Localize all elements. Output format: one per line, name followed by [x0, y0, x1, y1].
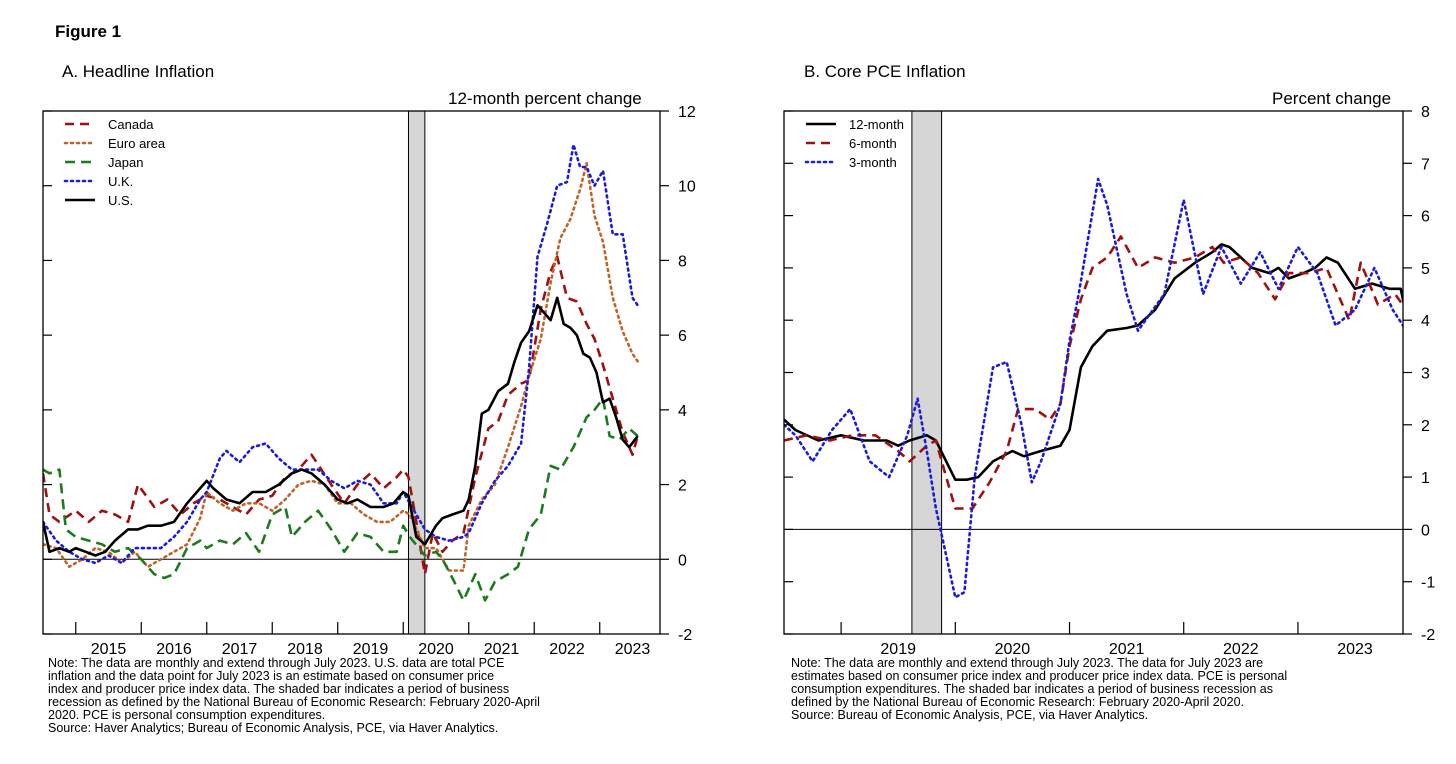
x-tick-label: 2023: [615, 641, 651, 658]
y-tick-label: 1: [1421, 470, 1430, 487]
series-line-uk: [43, 143, 639, 565]
x-tick-label: 2019: [353, 641, 389, 658]
panel-a-frame: [42, 110, 661, 635]
y-tick-label: 0: [1421, 522, 1430, 539]
y-tick-label: 3: [1421, 366, 1430, 383]
y-tick-label: -2: [678, 627, 692, 644]
legend-label-uk: 3-month: [849, 155, 897, 170]
series-line-us: [784, 243, 1403, 481]
x-tick-label: 2017: [222, 641, 258, 658]
panel-a-title: A. Headline Inflation: [62, 62, 215, 81]
y-tick-label: 8: [678, 253, 687, 270]
panel-b-unit-label: Percent change: [1272, 89, 1392, 108]
series-line-us: [43, 296, 639, 557]
legend-label-uk: U.K.: [108, 174, 133, 189]
x-tick-label: 2016: [156, 641, 192, 658]
y-tick-label: 2: [1421, 418, 1430, 435]
x-tick-label: 2022: [1223, 641, 1259, 658]
series-line-euro: [43, 162, 639, 572]
legend-label-euro: Euro area: [108, 136, 166, 151]
y-tick-label: 5: [1421, 261, 1430, 278]
series-line-canada: [784, 235, 1403, 510]
panel-a-recession-bar: [407, 110, 426, 635]
x-tick-label: 2023: [1337, 641, 1373, 658]
x-tick-label: 2015: [91, 641, 127, 658]
x-tick-label: 2019: [880, 641, 916, 658]
y-tick-label: 6: [1421, 209, 1430, 226]
y-tick-label: 0: [678, 552, 687, 569]
panel-b-recession-bar: [911, 110, 943, 635]
y-tick-label: 8: [1421, 104, 1430, 121]
y-tick-label: 10: [678, 179, 696, 196]
panel-b-title: B. Core PCE Inflation: [804, 62, 966, 81]
y-tick-label: 2: [678, 478, 687, 495]
x-tick-label: 2018: [287, 641, 323, 658]
y-tick-label: -2: [1421, 627, 1435, 644]
y-tick-label: 6: [678, 328, 687, 345]
legend-label-us: U.S.: [108, 193, 133, 208]
panel-b-frame: [783, 110, 1404, 635]
y-tick-label: 4: [1421, 313, 1430, 330]
series-line-uk: [784, 177, 1403, 599]
legend-label-japan: Japan: [108, 155, 143, 170]
y-tick-label: -1: [1421, 575, 1435, 592]
legend-label-canada: Canada: [108, 117, 154, 132]
series-line-japan: [43, 397, 639, 602]
panel-b-note: Note: The data are monthly and extend th…: [791, 656, 1288, 722]
x-tick-label: 2021: [1109, 641, 1145, 658]
series-line-canada: [43, 255, 639, 576]
x-tick-label: 2020: [418, 641, 454, 658]
panel-a-plot: -2 0 2 4 6 8 10 12 2015 2016 2017 2018 2019 2020 2021 2…: [42, 104, 696, 658]
x-tick-label: 2020: [995, 641, 1031, 658]
panel-a-unit-label: 12-month percent change: [448, 89, 642, 108]
figure-title: Figure 1: [55, 22, 122, 41]
panel-b-plot: -2 -1 0 1 2 3 4 5 6 7 8 2019 2020 2021 2022 2023 12-mont…: [783, 104, 1435, 658]
y-tick-label: 7: [1421, 156, 1430, 173]
panel-a-series-group: [43, 143, 639, 602]
y-tick-label: 4: [678, 403, 687, 420]
legend-label-us: 12-month: [849, 117, 904, 132]
y-tick-label: 12: [678, 104, 696, 121]
x-tick-label: 2021: [484, 641, 520, 658]
x-tick-label: 2022: [549, 641, 585, 658]
panel-a-note: Note: The data are monthly and extend th…: [48, 656, 540, 735]
legend-label-canada: 6-month: [849, 136, 897, 151]
panel-b-series-group: [784, 177, 1403, 599]
